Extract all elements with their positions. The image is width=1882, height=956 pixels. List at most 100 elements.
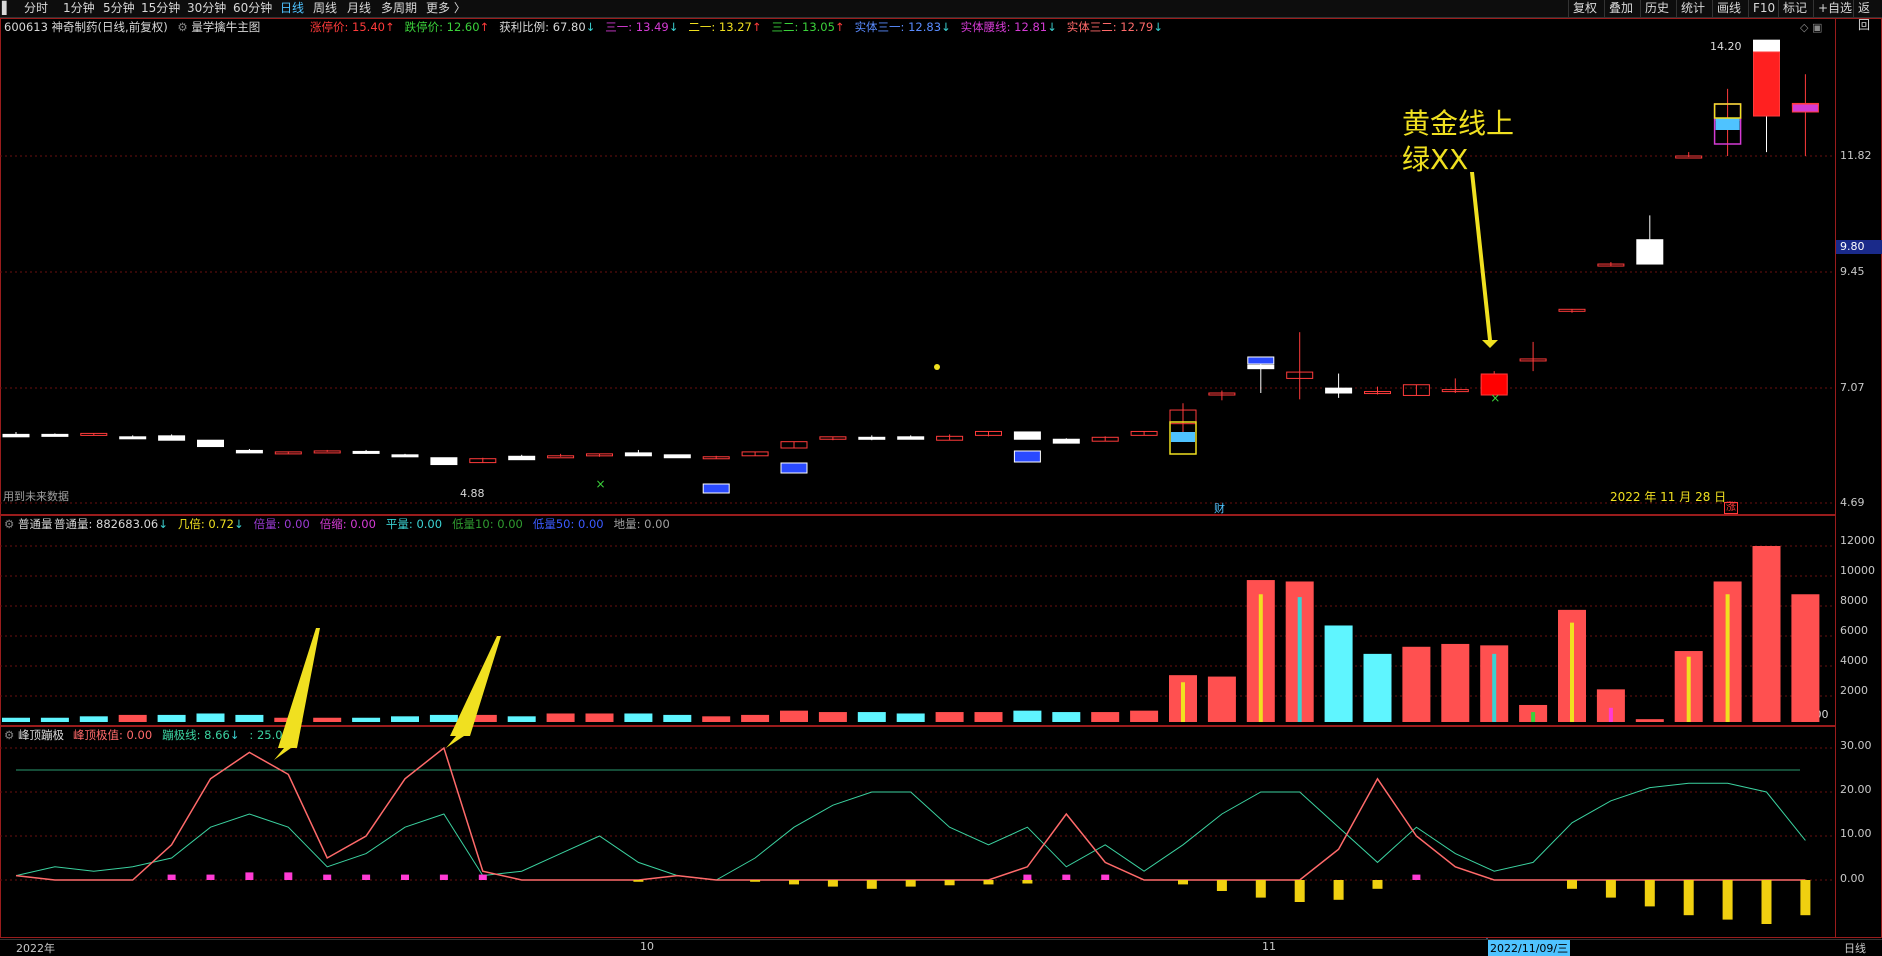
peak-arrow-icon xyxy=(446,636,501,748)
price-tick: 4.69 xyxy=(1840,496,1865,509)
volume-inner-bar xyxy=(1725,594,1730,722)
volume-bar xyxy=(2,717,30,722)
future-data-warning: 用到未来数据 xyxy=(3,490,69,503)
overlay-button[interactable]: 叠加 xyxy=(1604,0,1637,17)
volume-indicator: 低量10: 0.00 xyxy=(452,517,523,531)
peak-pos-bar xyxy=(245,872,254,880)
period-tab-more[interactable]: 更多 〉 xyxy=(426,1,466,15)
volume-bar xyxy=(896,713,925,722)
min-price-label: 4.88 xyxy=(460,487,485,500)
candle-body xyxy=(1364,391,1391,395)
gold-box-candle xyxy=(1169,421,1197,455)
main-indicator: 跌停价: 12.60↑ xyxy=(404,20,490,34)
toolbar-menu-icon[interactable]: ▌ xyxy=(2,1,12,15)
candle-body xyxy=(508,455,536,461)
candle-body xyxy=(819,436,847,440)
main-indicator: 实体三一: 12.83↓ xyxy=(854,20,951,34)
candle-body xyxy=(780,441,808,449)
draw-line-button[interactable]: 画线 xyxy=(1712,0,1745,17)
volume-bar xyxy=(1635,719,1664,722)
period-tab-weekly[interactable]: 周线 xyxy=(313,1,338,15)
peak-pos-bar xyxy=(323,874,332,880)
volume-inner-bar xyxy=(1570,622,1574,722)
peak-pos-bar xyxy=(1412,874,1421,880)
volume-bar xyxy=(1130,710,1159,722)
peak-neg-bar xyxy=(1255,880,1266,898)
diamond-icon[interactable]: ◇ ▣ xyxy=(1800,21,1823,34)
finance-marker[interactable]: 财 xyxy=(1214,502,1225,515)
period-tab-fenshi[interactable]: 分时 xyxy=(24,1,49,15)
peak-panel-name[interactable]: 峰顶蹦极 xyxy=(17,728,64,742)
peak-pos-bar xyxy=(284,872,293,880)
peak-neg-bar xyxy=(1800,880,1811,916)
volume-bar xyxy=(546,713,575,722)
stock-title[interactable]: 600613 神奇制药(日线,前复权) xyxy=(4,20,168,34)
candle-body xyxy=(1130,430,1158,436)
period-tab-multi[interactable]: 多周期 xyxy=(381,1,418,15)
volume-panel-name[interactable]: 普通量 xyxy=(17,517,53,531)
peak-neg-bar xyxy=(1644,880,1655,907)
peak-pos-bar xyxy=(362,874,371,880)
add-watchlist-button[interactable]: +自选 xyxy=(1813,0,1856,17)
volume-indicator-values: 普通量: 882683.06↓ 几倍: 0.72↓ 倍量: 0.00 倍缩: 0.00… xyxy=(54,517,680,531)
panel-gear-icon[interactable]: ⚙ xyxy=(4,728,15,742)
highlight-candle xyxy=(1013,450,1041,463)
limit-candle xyxy=(1753,51,1780,117)
volume-status-line: ⚙ 普通量 xyxy=(4,517,52,531)
mark-button[interactable]: 标记 xyxy=(1778,0,1811,17)
arrow-down-icon: ↓ xyxy=(229,728,240,742)
fuquan-button[interactable]: 复权 xyxy=(1568,0,1601,17)
history-button[interactable]: 历史 xyxy=(1640,0,1673,17)
back-button[interactable]: 返回 xyxy=(1853,0,1882,32)
volume-bar xyxy=(507,716,536,722)
main-indicator-name[interactable]: 量学擒牛主图 xyxy=(191,20,261,34)
volume-bar xyxy=(585,713,614,722)
f10-button[interactable]: F10 xyxy=(1748,0,1779,17)
period-tab-5min[interactable]: 5分钟 xyxy=(103,1,135,15)
peak-neg-bar xyxy=(1022,880,1033,884)
blue-fill xyxy=(1715,118,1740,130)
main-indicator: 实体腰线: 12.81↓ xyxy=(960,20,1057,34)
volume-bar xyxy=(1052,712,1081,722)
peak-pos-bar xyxy=(401,874,409,880)
volume-bar xyxy=(313,717,342,722)
volume-bar xyxy=(935,712,964,722)
period-tab-1min[interactable]: 1分钟 xyxy=(63,1,95,15)
stats-button[interactable]: 统计 xyxy=(1676,0,1709,17)
peak-neg-bar xyxy=(1761,880,1772,924)
main-status-line: 600613 神奇制药(日线,前复权) ⚙ 量学擒牛主图 xyxy=(4,20,260,34)
candle-body xyxy=(1325,387,1353,394)
purple-candle xyxy=(1791,103,1819,113)
period-tab-15min[interactable]: 15分钟 xyxy=(141,1,181,15)
peak-status-line: ⚙ 峰顶蹦极 xyxy=(4,728,64,742)
green-x-icon: × xyxy=(1490,391,1500,405)
limit-up-marker[interactable]: 涨 xyxy=(1724,502,1738,514)
settings-gear-icon[interactable]: ⚙ xyxy=(177,20,188,34)
peak-pos-bar xyxy=(1062,874,1071,880)
candle-body xyxy=(1675,155,1703,159)
volume-tick: 8000 xyxy=(1840,594,1868,607)
volume-bar xyxy=(468,714,497,722)
peak-neg-bar xyxy=(905,880,916,887)
period-tab-monthly[interactable]: 月线 xyxy=(347,1,372,15)
peak-pos-bar xyxy=(478,874,487,880)
annotation-line2: 绿XX xyxy=(1402,143,1469,176)
blue-fill xyxy=(1171,432,1195,442)
period-tab-60min[interactable]: 60分钟 xyxy=(233,1,273,15)
period-tab-daily[interactable]: 日线 xyxy=(280,1,305,15)
volume-bar xyxy=(780,710,808,722)
candle-body xyxy=(41,433,69,437)
panel-gear-icon[interactable]: ⚙ xyxy=(4,517,15,531)
date-axis-period[interactable]: 日线 xyxy=(1844,942,1866,955)
volume-indicator: 几倍: 0.72↓ xyxy=(177,517,244,531)
date-axis-cursor-label: 2022/11/09/三 xyxy=(1488,940,1571,956)
peak-tick: 30.00 xyxy=(1840,739,1872,752)
volume-bar xyxy=(974,712,1003,722)
main-indicator: 获利比例: 67.80↓ xyxy=(499,20,596,34)
candle-body xyxy=(624,452,652,457)
highlight-candle xyxy=(702,483,730,494)
peak-extreme-line xyxy=(15,746,1806,881)
arrow-up-icon: ↑ xyxy=(479,20,490,34)
period-tab-30min[interactable]: 30分钟 xyxy=(187,1,227,15)
